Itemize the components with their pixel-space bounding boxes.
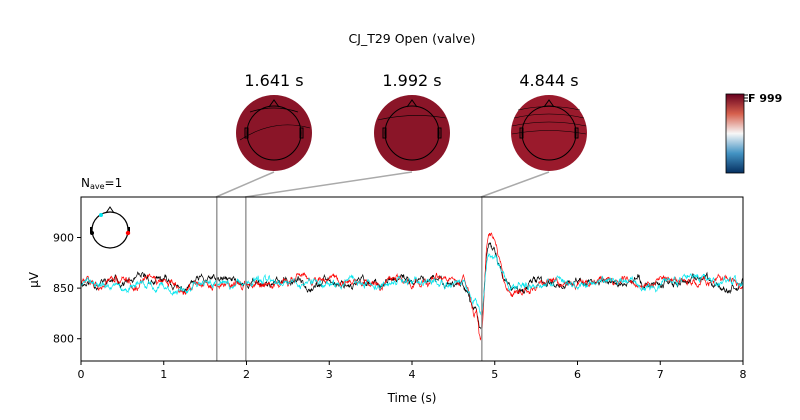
sensor-dot: [90, 231, 94, 235]
x-tick-label: 5: [491, 368, 498, 381]
x-tick-label: 3: [326, 368, 333, 381]
topomap-3: 4.844 s: [511, 71, 587, 171]
topomap-1: 1.641 s: [236, 71, 312, 171]
colorbar: F 999: [725, 92, 782, 174]
sensor-inset: [90, 206, 131, 249]
series-trace: [81, 232, 743, 341]
topomap-2: 1.992 s: [374, 71, 450, 171]
y-axis-label: µV: [27, 271, 41, 288]
nave-label: Nave=1: [81, 176, 122, 191]
topomap-time-markers: [216, 197, 483, 361]
x-tick-label: 6: [574, 368, 581, 381]
x-tick-label: 7: [657, 368, 664, 381]
x-axis: 0 1 2 3 4 5 6 7 8: [78, 361, 747, 381]
y-tick-label: 850: [53, 282, 74, 295]
x-tick-label: 4: [409, 368, 416, 381]
series-trace: [81, 252, 743, 316]
sensor-dot: [99, 213, 103, 217]
topomap-time-label: 1.992 s: [382, 71, 441, 90]
colorbar-tick-label: F 999: [748, 92, 782, 105]
x-tick-label: 1: [160, 368, 167, 381]
trace-layer: [81, 232, 743, 341]
y-tick-label: 900: [53, 231, 74, 244]
x-axis-label: Time (s): [387, 391, 437, 405]
y-axis: 800 850 900: [53, 231, 81, 346]
x-tick-label: 0: [78, 368, 85, 381]
topomap-row: 1.641 s 1.992 s 4.844 s: [236, 71, 587, 171]
topomap-time-label: 1.641 s: [244, 71, 303, 90]
topomap-time-label: 4.844 s: [519, 71, 578, 90]
chart-title: CJ_T29 Open (valve): [349, 31, 476, 46]
x-tick-label: 2: [243, 368, 250, 381]
connector-lines: [215, 171, 550, 198]
y-tick-label: 800: [53, 333, 74, 346]
plot-axes-frame: [80, 196, 744, 362]
x-tick-label: 8: [740, 368, 747, 381]
sensor-dot: [125, 230, 131, 236]
